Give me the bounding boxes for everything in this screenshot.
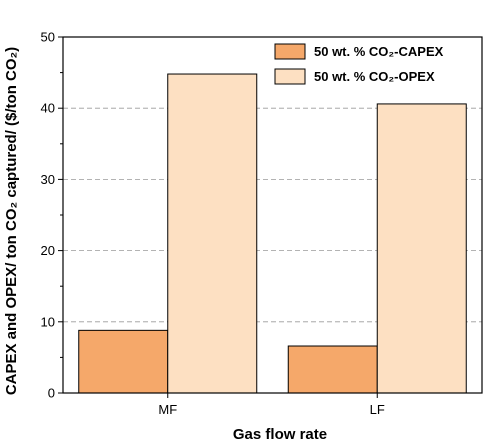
x-axis-title: Gas flow rate: [233, 426, 327, 443]
x-tick-label-lf: LF: [370, 402, 385, 417]
legend-swatch-capex: [274, 43, 306, 60]
y-axis-title: CAPEX and OPEX/ ton CO₂ captured/ ($/ton…: [3, 47, 20, 395]
y-tick-label-0: 0: [48, 386, 55, 401]
bar-lf-opex: [376, 103, 467, 394]
bars: [78, 73, 467, 394]
x-tick-label-mf: MF: [158, 402, 177, 417]
legend: 50 wt. % CO₂-CAPEX 50 wt. % CO₂-OPEX: [274, 43, 444, 85]
legend-label-capex: 50 wt. % CO₂-CAPEX: [314, 44, 444, 59]
y-tick-label-10: 10: [41, 314, 55, 329]
y-tick-label-20: 20: [41, 243, 55, 258]
bar-mf-opex: [167, 73, 258, 394]
legend-swatch-opex: [274, 68, 306, 85]
axis-ticks: 0 10 20 30 40 50 MF LF: [41, 30, 385, 418]
y-tick-label-40: 40: [41, 101, 55, 116]
gridlines: [63, 107, 482, 323]
legend-label-opex: 50 wt. % CO₂-OPEX: [314, 69, 435, 84]
y-tick-label-50: 50: [41, 30, 55, 45]
bar-lf-capex: [287, 345, 378, 394]
bar-mf-capex: [78, 329, 169, 394]
y-tick-label-30: 30: [41, 172, 55, 187]
